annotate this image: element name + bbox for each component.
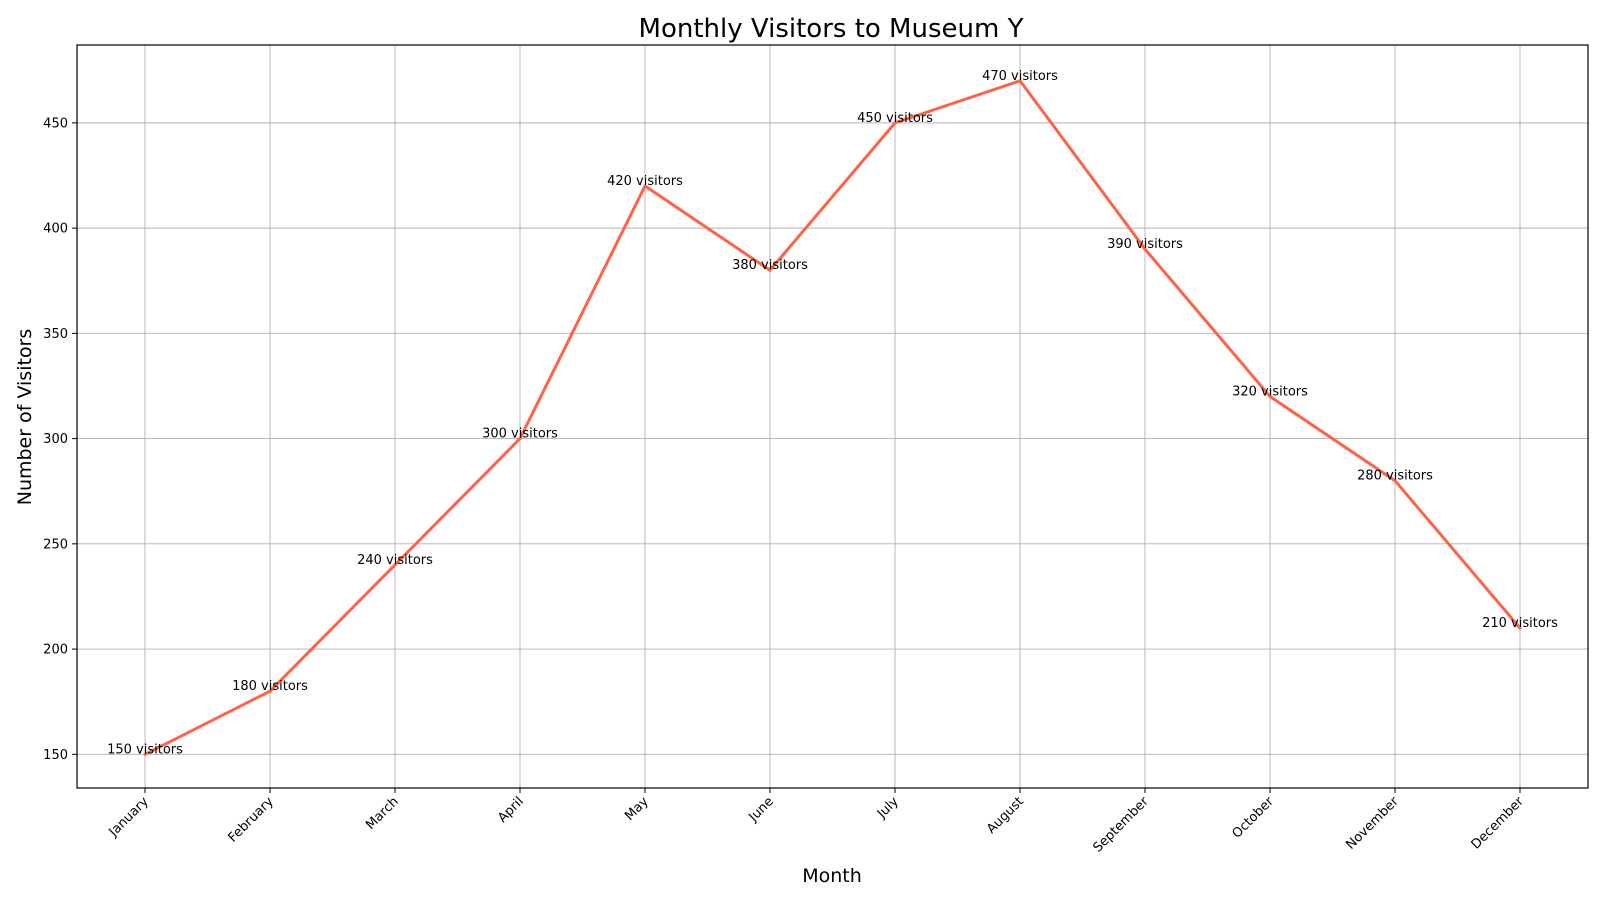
x-tick-label: September [1090, 794, 1152, 856]
data-label: 210 visitors [1482, 616, 1558, 631]
data-label: 390 visitors [1107, 237, 1183, 252]
x-tick-label: April [495, 794, 527, 826]
data-label: 300 visitors [482, 427, 558, 442]
x-axis-label: Month [802, 865, 862, 887]
data-point [768, 268, 772, 272]
y-tick-label: 200 [43, 643, 68, 658]
data-label: 150 visitors [107, 742, 183, 757]
x-tick-label: March [363, 794, 402, 833]
data-label: 470 visitors [982, 69, 1058, 84]
plot-frame [76, 44, 1589, 789]
data-point [893, 121, 897, 125]
data-label: 240 visitors [357, 553, 433, 568]
data-label: 380 visitors [732, 258, 808, 273]
x-tick-label: May [622, 794, 652, 824]
data-point [268, 689, 272, 693]
y-tick-label: 300 [43, 432, 68, 447]
x-tick-label: August [984, 794, 1027, 837]
data-point [643, 184, 647, 188]
x-tick-label: December [1469, 794, 1528, 853]
data-point [1518, 626, 1522, 630]
series-line [143, 79, 1522, 756]
y-tick-label: 150 [43, 748, 68, 763]
x-tick-label: October [1229, 794, 1277, 842]
data-label: 280 visitors [1357, 469, 1433, 484]
data-label: 320 visitors [1232, 385, 1308, 400]
y-tick-label: 450 [43, 116, 68, 131]
y-tick-label: 250 [43, 537, 68, 552]
data-point [518, 437, 522, 441]
x-tick-label: June [745, 794, 776, 825]
chart-title: Monthly Visitors to Museum Y [639, 14, 1024, 44]
data-point [393, 563, 397, 567]
x-tick-label: July [874, 794, 902, 822]
y-axis-label: Number of Visitors [14, 329, 36, 506]
data-label: 450 visitors [857, 111, 933, 126]
data-point [143, 752, 147, 756]
data-point [1268, 395, 1272, 399]
x-tick-label: January [106, 794, 152, 840]
y-tick-label: 400 [43, 222, 68, 237]
y-tick-label: 350 [43, 327, 68, 342]
data-point [1143, 247, 1147, 251]
x-tick-label: November [1343, 794, 1402, 853]
data-point [1018, 79, 1022, 83]
data-label: 180 visitors [232, 679, 308, 694]
data-label: 420 visitors [607, 174, 683, 189]
data-point [1393, 479, 1397, 483]
x-tick-label: February [225, 794, 277, 846]
